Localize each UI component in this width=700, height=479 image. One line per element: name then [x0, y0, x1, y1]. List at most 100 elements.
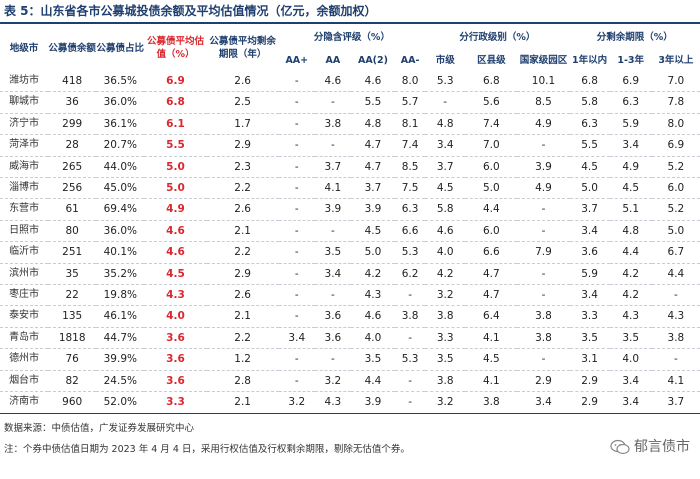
table-cell: 3.4 — [609, 391, 652, 414]
city-cell: 德州市 — [0, 348, 49, 371]
table-row: 济宁市 299 36.1% 6.1 1.7-3.8 4.8 8.1 4.8 7.4 4.9 6.3 5… — [0, 113, 700, 136]
table-cell: 3.6 — [314, 327, 351, 350]
table-cell: 6.3 — [395, 198, 426, 221]
table-cell: 4.0 — [425, 241, 466, 264]
table-cell: 3.3 — [569, 305, 610, 328]
table-cell: - — [517, 348, 570, 371]
table-cell: 8.0 — [395, 71, 426, 93]
table-cell: 5.3 — [395, 348, 426, 371]
table-cell: 4.6 — [314, 71, 351, 93]
table-cell: 4.3 — [651, 305, 700, 328]
table-cell: 3.9 — [350, 391, 396, 414]
table-cell: 8.5 — [395, 156, 426, 179]
table-row: 枣庄市 22 19.8% 4.3 2.6- -4.3-3.2 4.7-3.4 4.2- — [0, 284, 700, 307]
table-cell: 7.0 — [465, 134, 518, 157]
table-cell: 4.5 — [465, 348, 518, 371]
table-row: 潍坊市 418 36.5% 6.9 2.6-4.6 4.6 8.0 5.3 6.8 10.1 6.8… — [0, 71, 700, 93]
table-cell: - — [278, 91, 315, 114]
table-cell: 299 — [48, 113, 97, 136]
table-cell: - — [278, 284, 315, 307]
table-cell: 44.0% — [96, 156, 145, 179]
table-cell: 8.5 — [517, 91, 570, 114]
table-cell: 6.9 — [651, 134, 700, 157]
header-1-3y: 1-3年 — [617, 54, 645, 66]
watermark-text: 郁言债市 — [634, 439, 690, 455]
table-cell: 4.0 — [350, 327, 396, 350]
table-cell: 36.1% — [96, 113, 145, 136]
table-cell: 3.9 — [314, 198, 351, 221]
table-cell: - — [517, 220, 570, 243]
table-cell: 44.7% — [96, 327, 145, 350]
city-cell: 聊城市 — [0, 91, 49, 114]
table-cell: 3.5 — [609, 327, 652, 350]
table-cell: 6.3 — [569, 113, 610, 136]
table-cell: 3.7 — [425, 156, 466, 179]
valuation-cell: 3.6 — [144, 370, 207, 393]
table-cell: 4.0 — [609, 348, 652, 371]
table-cell: 4.1 — [314, 177, 351, 200]
table-cell: 3.4 — [609, 370, 652, 393]
wechat-icon — [610, 439, 630, 455]
header-valuation: 公募债平均估值（%） — [146, 36, 204, 60]
valuation-cell: 5.0 — [144, 156, 207, 179]
table-cell: 6.3 — [609, 91, 652, 114]
header-aa-minus: AA- — [400, 54, 420, 66]
table-cell: - — [278, 370, 315, 393]
table-cell: 4.5 — [609, 177, 652, 200]
table-cell: 3.2 — [278, 391, 315, 414]
city-cell: 济宁市 — [0, 113, 49, 136]
city-cell: 烟台市 — [0, 370, 49, 393]
table-cell: 19.8% — [96, 284, 145, 307]
table-cell: 36.5% — [96, 71, 145, 93]
header-aa-plus: AA+ — [285, 54, 309, 66]
table-cell: 46.1% — [96, 305, 145, 328]
table-cell: 80 — [48, 220, 97, 243]
table-cell: 36.0% — [96, 91, 145, 114]
table-cell: 5.2 — [651, 156, 700, 179]
table-cell: 7.0 — [651, 71, 700, 93]
table-cell: 4.5 — [425, 177, 466, 200]
table-cell: - — [395, 370, 426, 393]
table-cell: 3.6 — [569, 241, 610, 264]
table-cell: 3.5 — [314, 241, 351, 264]
table-cell: 5.7 — [395, 91, 426, 114]
table-cell: - — [314, 284, 351, 307]
table-cell: - — [395, 327, 426, 350]
table-cell: 4.7 — [465, 284, 518, 307]
table-row: 临沂市 251 40.1% 4.6 2.2-3.5 5.0 5.3 4.0 6.6 7.9 3.6 4… — [0, 241, 700, 264]
table-cell: 8.0 — [651, 113, 700, 136]
city-cell: 济南市 — [0, 391, 49, 414]
header-balance: 公募债余额 — [48, 42, 96, 54]
table-cell: - — [425, 91, 466, 114]
table-cell: 3.4 — [517, 391, 570, 414]
table-cell: - — [395, 391, 426, 414]
table-cell: - — [314, 91, 351, 114]
table-cell: 6.4 — [465, 305, 518, 328]
table-cell: 4.3 — [314, 391, 351, 414]
table-cell: 3.5 — [569, 327, 610, 350]
table-cell: 4.6 — [350, 305, 396, 328]
table-cell: 5.5 — [569, 134, 610, 157]
table-cell: 3.6 — [314, 305, 351, 328]
table-cell: 45.0% — [96, 177, 145, 200]
table-row: 东营市 61 69.4% 4.9 2.6-3.9 3.9 6.3 5.8 4.4-3.7 5.1 5… — [0, 198, 700, 221]
table-row: 泰安市 135 46.1% 4.0 2.1-3.6 4.6 3.8 3.8 6.4 3.8 3.3 4… — [0, 305, 700, 328]
table-cell: 3.7 — [314, 156, 351, 179]
table-cell: 6.0 — [465, 220, 518, 243]
table-cell: 3.8 — [314, 113, 351, 136]
table-cell: - — [314, 220, 351, 243]
table-cell: 3.1 — [569, 348, 610, 371]
table-cell: 2.6 — [206, 198, 279, 221]
valuation-cell: 6.8 — [144, 91, 207, 114]
valuation-cell: 4.3 — [144, 284, 207, 307]
table-cell: 3.2 — [314, 370, 351, 393]
table-cell: 4.6 — [350, 71, 396, 93]
table-cell: 4.1 — [651, 370, 700, 393]
table-cell: 4.4 — [465, 198, 518, 221]
table-cell: 2.3 — [206, 156, 279, 179]
table-cell: 4.5 — [350, 220, 396, 243]
footnote: 注：个券中债估值日期为 2023 年 4 月 4 日，采用行权估值及行权剩余期限… — [4, 444, 410, 455]
valuation-cell: 3.6 — [144, 327, 207, 350]
table-cell: 3.2 — [425, 284, 466, 307]
table-cell: 2.9 — [206, 263, 279, 286]
